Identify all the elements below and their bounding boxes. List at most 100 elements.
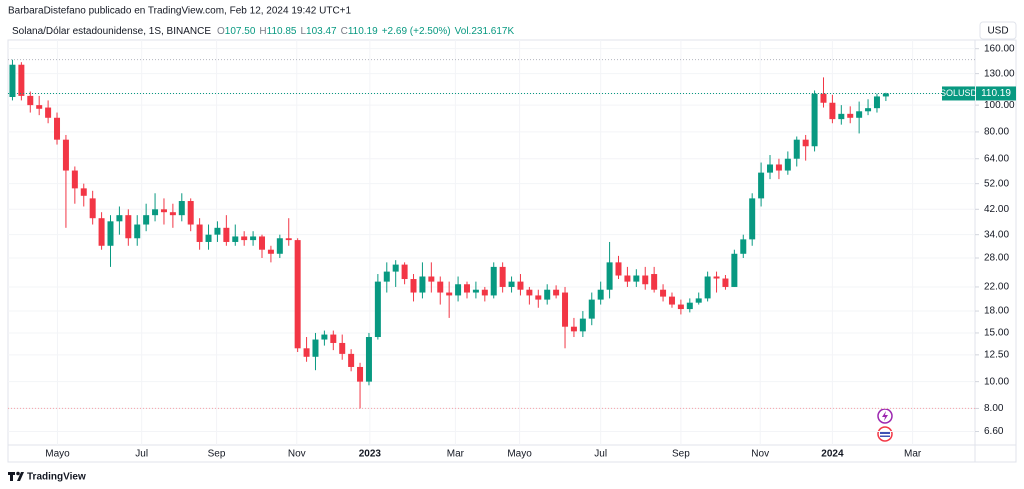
y-tick-label: 130.00: [984, 68, 1015, 79]
brand: TradingView: [27, 472, 86, 483]
candle-body: [205, 234, 212, 242]
candle-body: [686, 302, 693, 310]
candle-body: [125, 215, 132, 239]
candle-body: [374, 281, 381, 338]
candle-body: [89, 198, 96, 219]
candle-body: [294, 240, 301, 349]
candle-body: [71, 170, 78, 189]
x-tick-label: 2023: [359, 449, 382, 460]
x-tick-label: 2024: [821, 449, 844, 460]
last-price-tag: [976, 86, 1016, 101]
candle-body: [250, 236, 257, 241]
candle-body: [9, 64, 16, 98]
x-tick-label: Mar: [447, 449, 465, 460]
l-label: L: [300, 26, 306, 37]
candle-body: [410, 279, 417, 293]
candle-body: [562, 292, 569, 327]
candle-body: [767, 164, 774, 173]
candle-body: [811, 93, 818, 147]
candle-body: [134, 224, 141, 239]
candle-body: [588, 299, 595, 319]
candle-body: [802, 139, 809, 147]
l-value: 103.47: [306, 26, 337, 37]
event-icons[interactable]: [877, 408, 893, 442]
candle-body: [847, 113, 854, 118]
y-tick-label: 52.00: [984, 178, 1009, 189]
y-tick-label: 34.00: [984, 229, 1009, 240]
candle-body: [535, 295, 542, 300]
candle-body: [651, 274, 658, 290]
candle-body: [357, 366, 364, 382]
candle-body: [740, 239, 747, 254]
candle-body: [597, 289, 604, 300]
candle-body: [330, 334, 337, 343]
x-tick-label: Sep: [208, 449, 226, 460]
candle-body: [455, 284, 462, 296]
candle-body: [446, 292, 453, 296]
candle-body: [758, 172, 765, 199]
candle-body: [348, 353, 355, 367]
h-label: H: [259, 26, 266, 37]
last-price-label: 110.19: [981, 88, 1011, 99]
frame: [7, 39, 1017, 463]
candle-body: [54, 117, 61, 140]
candle-body: [544, 289, 551, 300]
candle-body: [312, 339, 319, 357]
candle-body: [731, 253, 738, 287]
y-tick-label: 80.00: [984, 127, 1009, 138]
x-tick-label: Jul: [594, 449, 607, 460]
candle-body: [107, 221, 114, 246]
candle-body: [214, 227, 221, 235]
y-tick-label: 100.00: [984, 100, 1015, 111]
candle-body: [472, 289, 479, 293]
candle-body: [499, 266, 506, 287]
x-tick-label: Nov: [751, 449, 769, 460]
y-tick-label: 6.60: [984, 426, 1004, 437]
candle-body: [321, 334, 328, 340]
change: +2.69 (+2.50%): [382, 26, 451, 37]
candle-body: [259, 236, 266, 250]
candle-body: [45, 107, 52, 118]
candle-body: [526, 289, 533, 296]
candle-body: [303, 348, 310, 357]
candle-body: [642, 275, 649, 285]
candle-body: [285, 238, 292, 241]
candle-body: [365, 337, 372, 382]
ticker: SOLUSD: [940, 88, 978, 98]
candle-body: [178, 201, 185, 216]
y-tick-label: 8.00: [984, 403, 1004, 414]
y-tick-label: 42.00: [984, 204, 1009, 215]
candle-body: [383, 271, 390, 282]
candle-body: [722, 278, 729, 287]
candle-body: [36, 105, 43, 109]
y-tick-label: 22.00: [984, 282, 1009, 293]
candle-body: [490, 266, 497, 296]
y-tick-label: 10.00: [984, 376, 1009, 387]
candle-body: [829, 102, 836, 120]
ticker-tag: [942, 86, 975, 101]
candle-body: [143, 215, 150, 225]
candle-body: [232, 236, 239, 242]
y-tick-label: 15.00: [984, 328, 1009, 339]
candle-body: [820, 93, 827, 103]
candle-body: [579, 318, 586, 332]
x-tick-label: Mar: [904, 449, 922, 460]
candle-body: [749, 198, 756, 240]
candle-body: [838, 113, 845, 120]
candle-body: [160, 209, 167, 213]
currency-box[interactable]: [979, 21, 1017, 40]
o-value: 107.50: [225, 26, 256, 37]
candle-body: [80, 188, 87, 196]
candle-body: [553, 289, 560, 296]
candle-body: [116, 215, 123, 222]
candle-body: [508, 281, 515, 287]
x-tick-label: Mayo: [45, 449, 70, 460]
o-label: O: [217, 26, 225, 37]
x-tick-label: Mayo: [507, 449, 532, 460]
currency: USD: [987, 26, 1008, 37]
symbol: Solana/Dólar estadounidense, 1S, BINANCE: [12, 26, 211, 37]
candle-body: [62, 139, 69, 171]
